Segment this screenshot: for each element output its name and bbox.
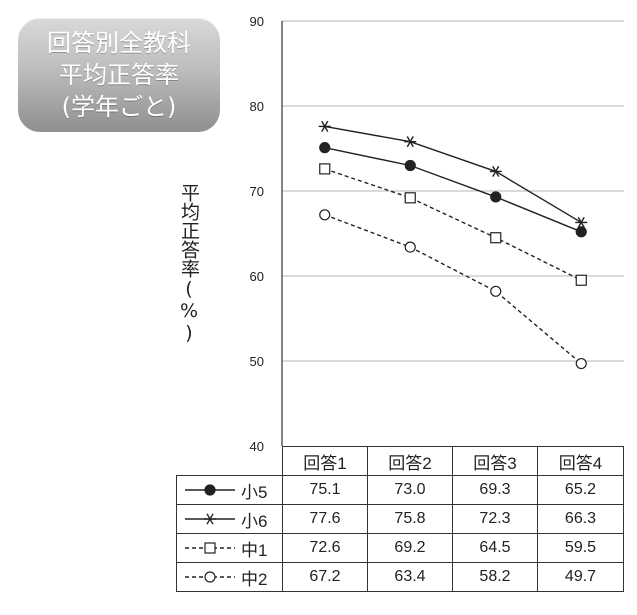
chart-title-line-3: (学年ごと) <box>61 93 177 121</box>
data-label: 69.2 <box>367 533 453 563</box>
legend-entry: 小6 <box>176 504 283 534</box>
y-tick-label: 60 <box>250 269 264 284</box>
series <box>319 142 587 238</box>
data-point <box>490 191 502 203</box>
table-row: 小6 77.6 75.8 72.3 66.3 <box>176 504 624 534</box>
y-tick-label: 50 <box>250 354 264 369</box>
data-point <box>404 159 416 172</box>
x-tick-label: 回答4 <box>537 446 624 476</box>
data-point <box>318 120 331 132</box>
series <box>319 209 587 370</box>
data-point <box>204 542 216 554</box>
data-label: 49.7 <box>537 562 624 592</box>
data-point <box>575 226 587 238</box>
data-label: 73.0 <box>367 475 453 505</box>
data-label: 66.3 <box>537 504 624 534</box>
legend-entry: 中2 <box>176 562 283 592</box>
data-point <box>404 241 416 253</box>
data-table: 回答1 回答2 回答3 回答4 小5 75.1 73.0 69.3 65.2 小… <box>176 446 624 592</box>
legend-entry: 小5 <box>176 475 283 505</box>
data-point <box>319 209 331 221</box>
series-name: 中1 <box>241 540 268 560</box>
grid-lines <box>281 20 624 446</box>
table-row: 中2 67.2 63.4 58.2 49.7 <box>176 562 624 592</box>
data-point <box>204 513 216 525</box>
series-name: 中2 <box>241 569 268 589</box>
data-point <box>404 192 416 204</box>
data-point <box>319 163 331 175</box>
table-row: 小5 75.1 73.0 69.3 65.2 <box>176 475 624 505</box>
data-point <box>575 357 587 370</box>
table-row: 中1 72.6 69.2 64.5 59.5 <box>176 533 624 563</box>
data-label: 72.3 <box>452 504 538 534</box>
series-line <box>324 125 582 224</box>
series-layer <box>318 120 588 370</box>
legend-symbol <box>185 484 235 496</box>
data-point <box>575 216 588 228</box>
data-label: 72.6 <box>282 533 368 563</box>
data-point <box>404 136 417 148</box>
data-label: 67.2 <box>282 562 368 592</box>
legend-symbol <box>185 542 235 554</box>
data-label: 75.1 <box>282 475 368 505</box>
series-line <box>324 168 582 281</box>
series-line <box>324 214 582 365</box>
data-point <box>490 285 502 297</box>
x-tick-label: 回答2 <box>367 446 453 476</box>
table-header-row: 回答1 回答2 回答3 回答4 <box>176 446 624 476</box>
data-label: 63.4 <box>367 562 453 592</box>
y-tick-label: 80 <box>250 99 264 114</box>
data-label: 64.5 <box>452 533 538 563</box>
table-corner-cell <box>176 446 283 476</box>
chart-title-box: 回答別全教科 平均正答率 (学年ごと) <box>18 18 220 132</box>
series-line <box>324 146 582 233</box>
data-point <box>319 142 331 154</box>
data-point <box>204 571 216 583</box>
series-name: 小6 <box>241 511 268 531</box>
x-tick-label: 回答1 <box>282 446 368 476</box>
y-axis-label: 平均正答率(%) <box>178 183 200 344</box>
data-point <box>204 484 216 496</box>
y-tick-label: 70 <box>250 184 264 199</box>
data-label: 65.2 <box>537 475 624 505</box>
data-point <box>575 274 587 286</box>
chart-title-line-2: 平均正答率 <box>59 61 179 89</box>
series <box>318 120 588 228</box>
series <box>319 163 587 286</box>
data-label: 75.8 <box>367 504 453 534</box>
data-label: 77.6 <box>282 504 368 534</box>
data-point <box>490 232 502 244</box>
legend-symbol <box>185 571 235 583</box>
x-tick-label: 回答3 <box>452 446 538 476</box>
data-label: 58.2 <box>452 562 538 592</box>
data-label: 59.5 <box>537 533 624 563</box>
legend-entry: 中1 <box>176 533 283 563</box>
data-label: 69.3 <box>452 475 538 505</box>
series-name: 小5 <box>241 482 268 502</box>
legend-symbol <box>185 513 235 525</box>
data-point <box>489 165 502 177</box>
y-tick-label: 90 <box>250 14 264 29</box>
chart-title-line-1: 回答別全教科 <box>47 29 191 57</box>
